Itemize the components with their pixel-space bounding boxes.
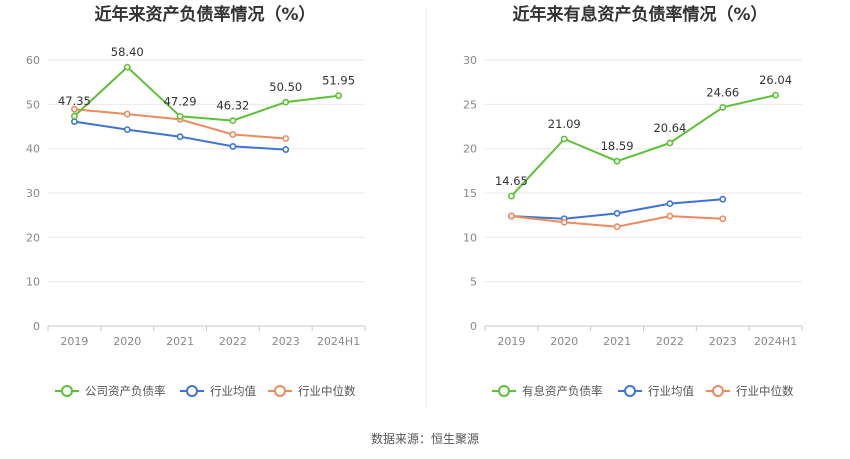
data-point (613, 223, 621, 231)
data-label: 51.95 (322, 74, 355, 88)
data-point (282, 135, 290, 142)
data-point (282, 98, 290, 106)
data-point (123, 110, 131, 118)
data-label: 21.09 (548, 117, 581, 131)
x-tick-label: 2022 (656, 335, 684, 348)
legend-marker (274, 385, 286, 397)
x-tick-label: 2022 (219, 335, 247, 348)
series-line (73, 66, 339, 122)
data-point (719, 215, 727, 223)
legend-item: 行业中位数 (706, 384, 794, 398)
y-tick-label: 25 (463, 98, 477, 111)
x-tick-label: 2024H1 (754, 335, 797, 348)
data-point (176, 133, 184, 141)
x-tick-label: 2020 (113, 335, 141, 348)
legend-marker (624, 385, 636, 397)
legend-label: 有息资产负债率 (522, 384, 603, 398)
legend-label: 行业中位数 (298, 384, 356, 398)
legend-item: 行业均值 (618, 384, 694, 398)
legend-label: 公司资产负债率 (85, 384, 166, 398)
data-point (229, 131, 237, 138)
data-label: 26.04 (759, 73, 792, 87)
series-line (510, 94, 776, 197)
source-note: 数据来源：恒生聚源 (371, 431, 479, 446)
x-tick-label: 2019 (60, 335, 88, 348)
data-label: 47.29 (164, 94, 197, 108)
x-tick-label: 2021 (166, 335, 194, 348)
data-label: 47.35 (58, 94, 91, 108)
chart-panel-1: 近年来资产负债率情况（%） 0 10 20 30 40 50 60 2019 2020 2021 20… (26, 4, 366, 398)
data-label: 46.32 (216, 99, 249, 113)
legend-item: 行业中位数 (268, 384, 356, 398)
chart-title: 近年来有息资产负债率情况（%） (512, 4, 767, 25)
y-tick-label: 10 (463, 231, 477, 244)
y-tick-label: 30 (26, 187, 40, 200)
x-tick-label: 2021 (603, 335, 631, 348)
y-tick-label: 5 (470, 276, 477, 289)
x-tick-label: 2023 (709, 335, 737, 348)
data-point (71, 118, 78, 126)
x-tick-label: 2020 (550, 335, 578, 348)
data-label: 18.59 (601, 139, 634, 153)
legend-marker (712, 385, 724, 397)
data-point (719, 195, 727, 203)
data-point (613, 157, 621, 165)
data-point (123, 126, 131, 134)
data-point (229, 143, 237, 150)
data-point (666, 212, 674, 220)
x-tick-label: 2024H1 (317, 335, 360, 348)
data-label: 14.65 (495, 174, 528, 188)
data-point (71, 112, 78, 120)
legend-marker (498, 385, 510, 397)
data-point (772, 91, 779, 99)
data-point (560, 218, 568, 226)
data-label: 58.40 (111, 45, 144, 59)
data-label: 24.66 (706, 85, 739, 99)
y-tick-label: 15 (463, 187, 477, 200)
data-point (560, 135, 568, 143)
x-tick-label: 2023 (272, 335, 300, 348)
y-tick-label: 60 (26, 54, 40, 67)
data-point (176, 112, 184, 120)
y-tick-label: 0 (470, 320, 477, 333)
data-point (335, 92, 342, 100)
chart-title: 近年来资产负债率情况（%） (94, 4, 315, 25)
y-tick-label: 30 (463, 54, 477, 67)
data-point (508, 192, 515, 200)
data-point (508, 212, 515, 220)
y-tick-label: 10 (26, 276, 40, 289)
legend-marker (186, 385, 198, 397)
data-point (719, 103, 727, 111)
y-tick-label: 50 (26, 98, 40, 111)
data-point (123, 63, 131, 71)
data-point (666, 200, 674, 208)
data-point (71, 105, 78, 113)
y-tick-label: 40 (26, 143, 40, 156)
data-point (229, 117, 237, 125)
data-label: 50.50 (269, 80, 302, 94)
chart-panel-2: 近年来有息资产负债率情况（%） 0 5 10 15 20 25 30 2019 2020 2021 2… (463, 4, 803, 398)
data-point (613, 209, 621, 217)
legend-label: 行业中位数 (736, 384, 794, 398)
legend-marker (61, 385, 73, 397)
legend-item: 公司资产负债率 (55, 384, 166, 398)
data-label: 20.64 (653, 121, 686, 135)
x-tick-label: 2019 (497, 335, 525, 348)
legend-item: 有息资产负债率 (492, 384, 603, 398)
data-point (282, 146, 290, 153)
y-tick-label: 20 (26, 231, 40, 244)
legend-label: 行业均值 (648, 384, 694, 398)
legend-item: 行业均值 (180, 384, 256, 398)
y-tick-label: 0 (33, 320, 40, 333)
data-point (666, 139, 674, 147)
y-tick-label: 20 (463, 143, 477, 156)
legend-label: 行业均值 (210, 384, 256, 398)
